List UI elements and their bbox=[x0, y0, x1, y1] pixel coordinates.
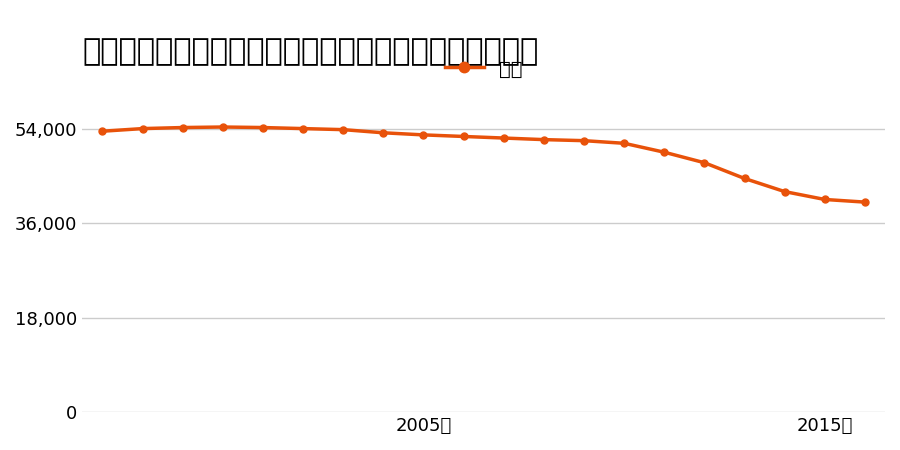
価格 bbox=[579, 138, 590, 144]
価格 bbox=[779, 189, 790, 194]
価格 bbox=[418, 132, 429, 138]
価格 bbox=[659, 149, 670, 155]
価格 bbox=[458, 134, 469, 139]
価格 bbox=[819, 197, 830, 202]
価格 bbox=[618, 140, 629, 146]
Legend: 価格: 価格 bbox=[436, 51, 530, 86]
価格 bbox=[177, 125, 188, 130]
価格 bbox=[338, 127, 348, 132]
価格 bbox=[378, 130, 389, 135]
価格 bbox=[97, 129, 108, 134]
Text: 青森県青森市大字石江字高間１４９番７９外の地価推移: 青森県青森市大字石江字高間１４９番７９外の地価推移 bbox=[83, 37, 538, 67]
Line: 価格: 価格 bbox=[99, 124, 868, 206]
価格 bbox=[499, 135, 509, 141]
価格 bbox=[699, 160, 710, 166]
価格 bbox=[257, 125, 268, 130]
価格 bbox=[298, 126, 309, 131]
価格 bbox=[538, 137, 549, 142]
価格 bbox=[739, 176, 750, 181]
価格 bbox=[137, 126, 148, 131]
価格 bbox=[860, 199, 870, 205]
価格 bbox=[218, 124, 229, 130]
